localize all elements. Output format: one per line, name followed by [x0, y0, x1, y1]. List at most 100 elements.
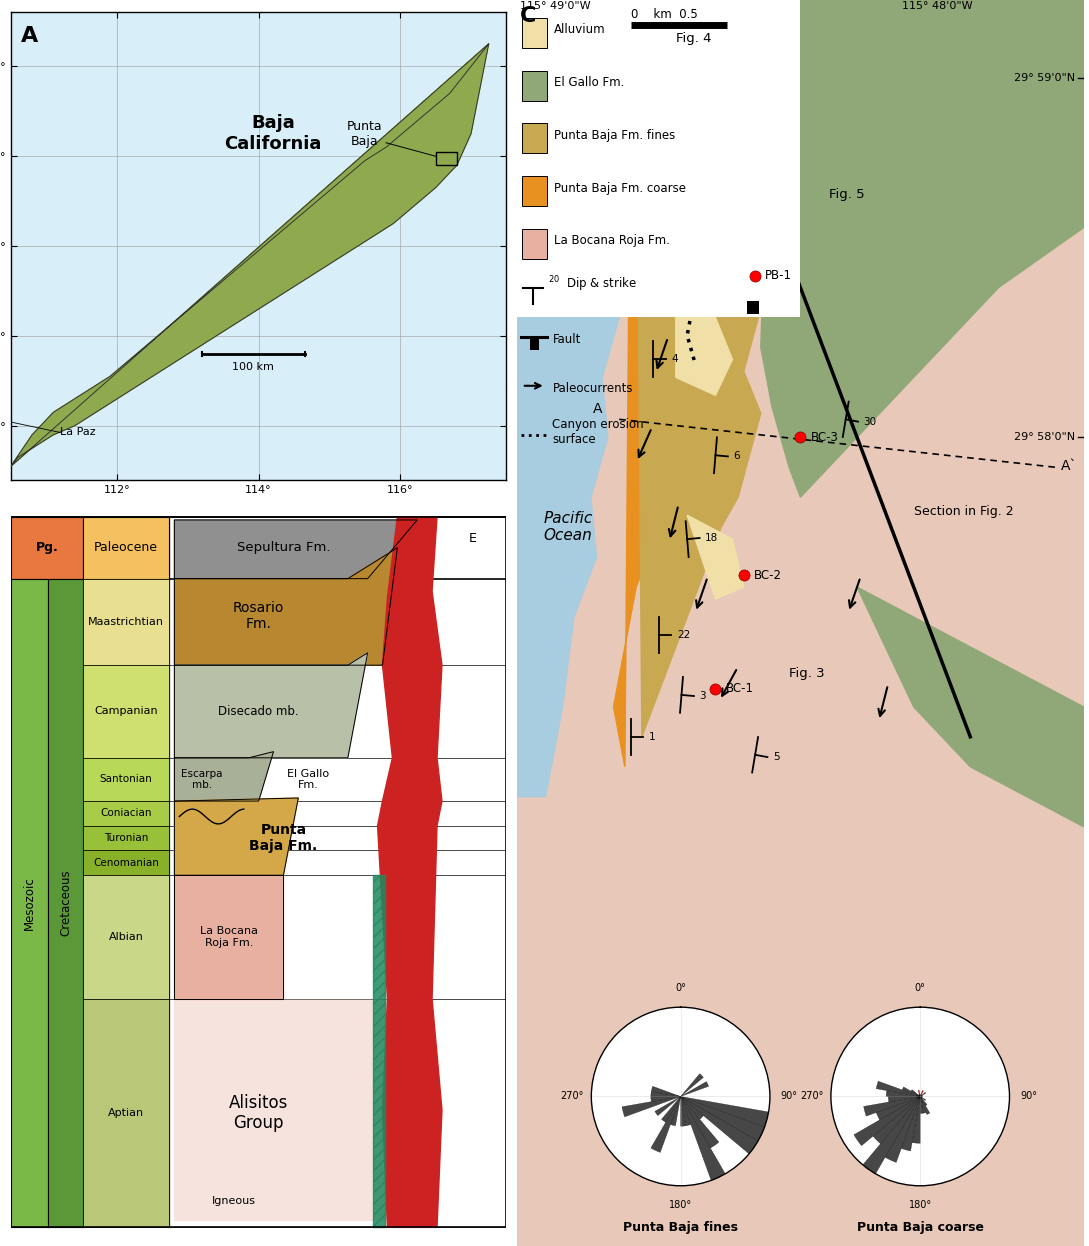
Text: Igneous: Igneous [212, 1196, 256, 1206]
Text: Rosario
Fm.: Rosario Fm. [233, 601, 284, 630]
Text: Albian: Albian [109, 932, 144, 942]
Bar [661, 1096, 681, 1123]
Bar [877, 1082, 920, 1096]
Text: A`: A` [1061, 460, 1077, 473]
Text: Turonian: Turonian [103, 834, 148, 844]
Bar [522, 71, 548, 101]
Bar [911, 1090, 920, 1096]
Bar [877, 1096, 920, 1120]
Bar [517, 0, 800, 318]
Bar [436, 152, 457, 166]
Text: Period: Period [24, 528, 34, 561]
Text: 10: 10 [727, 132, 741, 142]
Text: 6: 6 [734, 451, 741, 461]
Text: 5: 5 [773, 753, 780, 763]
Text: Alluvium: Alluvium [554, 24, 605, 36]
Bar [920, 1096, 923, 1114]
Bar [651, 1087, 681, 1096]
Bar [864, 1096, 920, 1116]
Text: Aptian: Aptian [108, 1108, 144, 1118]
Bar [174, 999, 432, 1221]
Text: 18: 18 [706, 533, 719, 543]
Bar [918, 1090, 920, 1096]
Text: 3: 3 [699, 692, 706, 701]
Bar [681, 1096, 703, 1119]
Text: Punta Baja fines: Punta Baja fines [623, 1221, 738, 1234]
Text: BC-3: BC-3 [810, 431, 839, 444]
Text: Punta
Baja: Punta Baja [347, 120, 382, 148]
Text: Fig. 5: Fig. 5 [829, 188, 865, 201]
Text: W: W [180, 532, 192, 546]
Bar [920, 1096, 921, 1098]
Text: E: E [468, 532, 477, 546]
Text: El Gallo
Fm.: El Gallo Fm. [287, 769, 329, 790]
Bar [920, 1096, 926, 1100]
Text: 22: 22 [750, 67, 763, 77]
Bar [622, 1096, 681, 1116]
Bar [651, 1096, 681, 1153]
Text: Fig. 3: Fig. 3 [790, 667, 824, 680]
Bar [681, 1082, 709, 1096]
Bar [83, 826, 170, 851]
Polygon shape [174, 548, 397, 665]
Text: Pg.: Pg. [36, 541, 58, 554]
Text: Alisitos
Group: Alisitos Group [229, 1094, 289, 1133]
Text: Canyon erosion
surface: Canyon erosion surface [552, 417, 644, 446]
Bar [681, 1096, 764, 1141]
Polygon shape [517, 0, 636, 796]
Text: Santonian: Santonian [100, 775, 152, 785]
Text: La Bocana Roja Fm.: La Bocana Roja Fm. [554, 234, 670, 247]
Text: Punta Baja Fm. fines: Punta Baja Fm. fines [554, 128, 675, 142]
Bar [522, 229, 548, 259]
Text: 100 km: 100 km [232, 361, 274, 371]
Polygon shape [613, 17, 761, 766]
Bar [83, 665, 170, 758]
Text: Cretaceous: Cretaceous [59, 870, 72, 936]
Text: A: A [21, 26, 38, 46]
Bar [873, 1096, 920, 1144]
Bar [920, 1095, 921, 1096]
Polygon shape [174, 797, 298, 875]
Bar [919, 1095, 920, 1096]
Text: Escarpa
mb.: Escarpa mb. [181, 769, 222, 790]
Text: Epoch /
Age: Epoch / Age [100, 542, 149, 569]
Bar [920, 1093, 926, 1096]
Text: Punta
Baja Fm.: Punta Baja Fm. [249, 824, 318, 854]
Text: El Gallo Fm.: El Gallo Fm. [554, 76, 624, 90]
Text: La Paz: La Paz [61, 427, 96, 437]
Bar [671, 1096, 681, 1126]
Text: 4: 4 [671, 354, 678, 364]
Bar [654, 1096, 681, 1115]
Polygon shape [174, 875, 283, 999]
Bar [862, 1096, 920, 1174]
Text: C: C [521, 6, 537, 26]
Bar [83, 875, 170, 999]
Polygon shape [378, 517, 442, 1227]
Bar [919, 1095, 920, 1096]
Bar [11, 578, 48, 1227]
Bar [651, 1096, 681, 1101]
Text: 29° 59'0"N: 29° 59'0"N [1014, 72, 1075, 83]
Text: 20: 20 [694, 267, 707, 277]
Bar [913, 1096, 920, 1144]
Text: $^{20}$  Dip & strike: $^{20}$ Dip & strike [549, 275, 637, 294]
Bar [83, 578, 170, 665]
Bar [681, 1096, 686, 1126]
Text: A: A [592, 402, 602, 416]
Text: Sepultura Fm.: Sepultura Fm. [236, 541, 330, 554]
Polygon shape [761, 0, 1084, 497]
Bar [920, 1090, 923, 1096]
Text: 115° 48'0"W: 115° 48'0"W [903, 1, 972, 11]
Text: Disecado mb.: Disecado mb. [218, 705, 299, 718]
Polygon shape [174, 520, 417, 578]
Text: 30: 30 [864, 416, 877, 426]
Text: Coniacian: Coniacian [100, 809, 151, 819]
Bar [83, 801, 170, 826]
Bar [681, 1096, 725, 1180]
Bar [681, 1074, 703, 1096]
Text: Paleocurrents: Paleocurrents [552, 383, 633, 395]
Text: BC-2: BC-2 [754, 568, 782, 582]
Bar [83, 851, 170, 875]
Bar [651, 1091, 681, 1096]
Bar [886, 1090, 920, 1096]
